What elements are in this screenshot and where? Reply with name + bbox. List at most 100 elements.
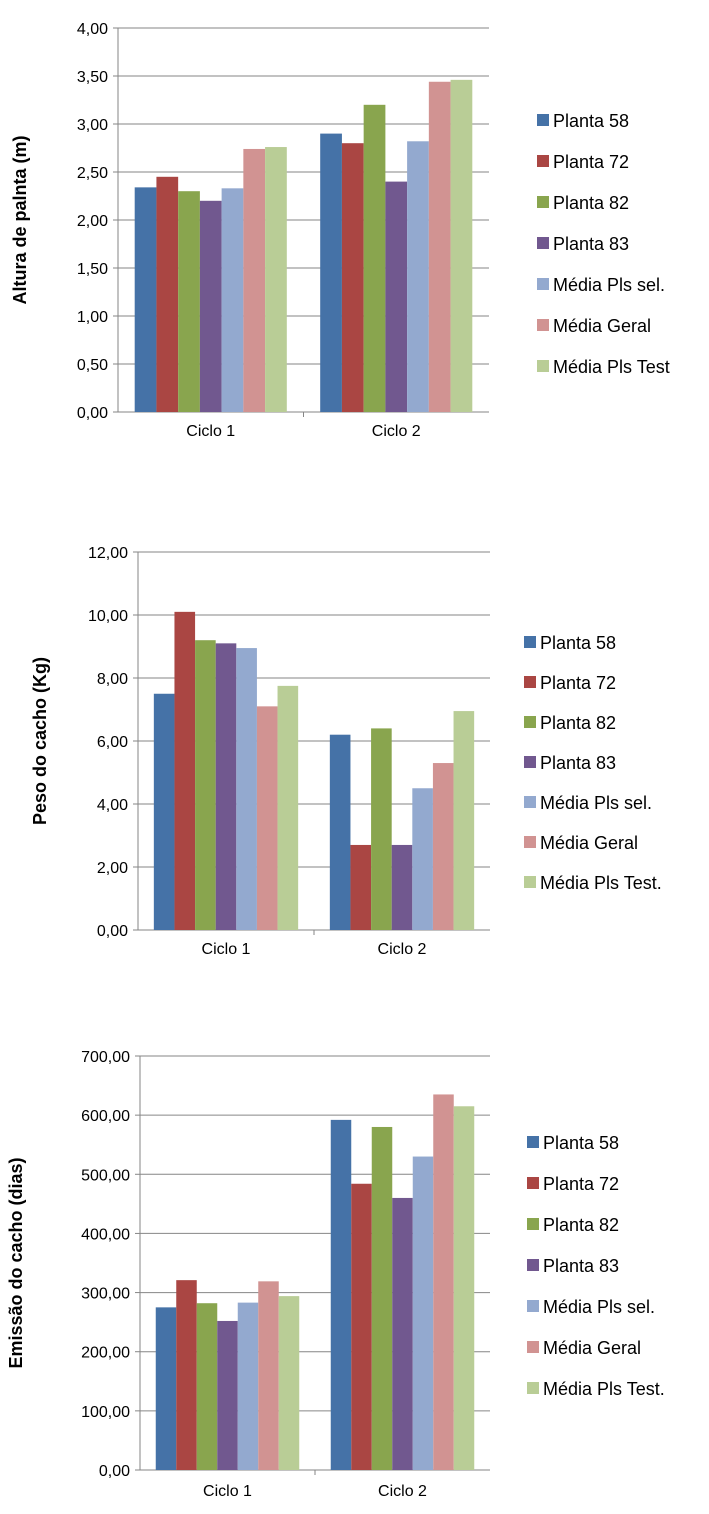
legend-label: Planta 82 bbox=[540, 713, 616, 733]
legend-swatch bbox=[537, 196, 549, 208]
y-tick-label: 2,50 bbox=[77, 165, 108, 182]
x-category-label: Ciclo 2 bbox=[378, 1483, 427, 1500]
bar-m-dia-pls-sel--2 bbox=[412, 788, 433, 930]
bar-planta-83-1 bbox=[199, 200, 222, 412]
legend-swatch bbox=[524, 636, 536, 648]
legend-swatch bbox=[537, 278, 549, 290]
bar-m-dia-pls-sel--1 bbox=[236, 648, 257, 930]
legend-swatch bbox=[527, 1177, 539, 1189]
bar-m-dia-pls-sel--1 bbox=[237, 1302, 259, 1470]
y-tick-label: 3,00 bbox=[77, 117, 108, 134]
legend-label: Planta 72 bbox=[553, 152, 629, 172]
bar-planta-58-2 bbox=[329, 734, 351, 930]
bar-m-dia-pls-test-2 bbox=[450, 79, 473, 412]
legend-label: Média Pls Test bbox=[553, 357, 670, 377]
chart-emissao-cacho: 0,00 100,00 200,00 300,00 400,00 500,00 600,00… bbox=[0, 1030, 709, 1514]
legend-swatch bbox=[527, 1341, 539, 1353]
bar-planta-82-2 bbox=[363, 104, 386, 413]
y-tick-label: 400,00 bbox=[81, 1226, 130, 1243]
legend-swatch bbox=[524, 876, 536, 888]
bar-planta-58-1 bbox=[134, 187, 157, 412]
bar-planta-72-2 bbox=[350, 844, 372, 930]
chart-svg-emissao: 0,00 100,00 200,00 300,00 400,00 500,00 600,00… bbox=[6, 1049, 665, 1500]
bar-m-dia-geral-2 bbox=[428, 81, 451, 412]
bar-m-dia-pls-test--2 bbox=[453, 1106, 475, 1470]
y-tick-label: 10,00 bbox=[88, 608, 128, 625]
legend-swatch bbox=[537, 114, 549, 126]
bar-planta-72-1 bbox=[156, 176, 179, 412]
bar-m-dia-pls-test--1 bbox=[277, 685, 299, 930]
legend-label: Planta 58 bbox=[540, 633, 616, 653]
bar-planta-83-1 bbox=[217, 1320, 238, 1470]
legend-swatch bbox=[527, 1259, 539, 1271]
bar-planta-83-1 bbox=[215, 643, 237, 930]
bar-m-dia-pls-test-1 bbox=[265, 147, 287, 413]
bar-planta-58-2 bbox=[320, 133, 342, 412]
bar-planta-58-1 bbox=[153, 693, 175, 930]
legend-label: Planta 83 bbox=[543, 1256, 619, 1276]
bar-m-dia-pls-sel--2 bbox=[407, 141, 429, 412]
legend-swatch bbox=[524, 796, 536, 808]
legend-swatch bbox=[524, 676, 536, 688]
legend-label: Média Pls sel. bbox=[540, 793, 652, 813]
bar-planta-83-2 bbox=[391, 844, 413, 930]
legend-label: Planta 72 bbox=[543, 1174, 619, 1194]
y-axis-title: Peso do cacho (Kg) bbox=[30, 657, 50, 825]
y-tick-label: 300,00 bbox=[81, 1286, 130, 1303]
legend-swatch bbox=[524, 716, 536, 728]
y-tick-label: 0,50 bbox=[77, 357, 108, 374]
y-axis-title: Emissão do cacho (dias) bbox=[6, 1157, 26, 1368]
legend-swatch bbox=[527, 1382, 539, 1394]
bar-planta-82-2 bbox=[371, 1126, 393, 1470]
bar-planta-83-2 bbox=[392, 1197, 413, 1470]
legend-swatch bbox=[537, 155, 549, 167]
legend: Planta 58 Planta 72 Planta 82 Planta 83 Médi… bbox=[527, 1133, 665, 1399]
legend-swatch bbox=[537, 237, 549, 249]
y-tick-label: 3,50 bbox=[77, 69, 108, 86]
y-tick-label: 4,00 bbox=[97, 797, 128, 814]
chart-svg-peso: 0,00 2,00 4,00 6,00 8,00 10,00 12,00 Ciclo 1 Cic… bbox=[30, 545, 662, 958]
bar-planta-82-1 bbox=[195, 640, 216, 930]
x-category-label: Ciclo 1 bbox=[202, 941, 251, 958]
legend-label: Planta 58 bbox=[553, 111, 629, 131]
bar-planta-72-1 bbox=[176, 1280, 197, 1470]
legend-swatch bbox=[537, 319, 549, 331]
legend: Planta 58 Planta 72 Planta 82 Planta 83 Médi… bbox=[524, 633, 662, 893]
legend-label: Planta 58 bbox=[543, 1133, 619, 1153]
y-tick-label: 1,00 bbox=[77, 309, 108, 326]
bar-m-dia-pls-sel--2 bbox=[412, 1156, 434, 1470]
y-tick-label: 8,00 bbox=[97, 671, 128, 688]
legend-label: Média Pls Test. bbox=[540, 873, 662, 893]
legend-swatch bbox=[527, 1218, 539, 1230]
bar-planta-82-1 bbox=[196, 1303, 218, 1470]
bar-m-dia-pls-test--1 bbox=[278, 1296, 300, 1470]
y-axis-title: Altura de palnta (m) bbox=[10, 135, 30, 304]
legend: Planta 58 Planta 72 Planta 82 Planta 83 Médi… bbox=[537, 111, 670, 377]
bar-m-dia-geral-1 bbox=[256, 706, 278, 930]
bar-planta-72-1 bbox=[174, 611, 196, 930]
bar-m-dia-geral-2 bbox=[432, 763, 454, 930]
x-category-label: Ciclo 1 bbox=[186, 423, 235, 440]
bar-planta-58-1 bbox=[155, 1307, 177, 1470]
legend-label: Planta 83 bbox=[540, 753, 616, 773]
legend-label: Planta 82 bbox=[553, 193, 629, 213]
bar-m-dia-pls-test--2 bbox=[453, 711, 475, 930]
bar-m-dia-geral-1 bbox=[243, 148, 266, 412]
legend-label: Média Pls sel. bbox=[543, 1297, 655, 1317]
legend-swatch bbox=[527, 1300, 539, 1312]
bar-planta-72-2 bbox=[351, 1183, 372, 1470]
y-tick-label: 600,00 bbox=[81, 1108, 130, 1125]
chart-svg-altura: 0,00 0,50 1,00 1,50 2,00 2,50 3,00 3,50 4,00 Cicl… bbox=[10, 21, 670, 440]
legend-label: Média Geral bbox=[553, 316, 651, 336]
y-tick-label: 6,00 bbox=[97, 734, 128, 751]
x-category-label: Ciclo 2 bbox=[378, 941, 427, 958]
y-tick-label: 1,50 bbox=[77, 261, 108, 278]
y-tick-label: 500,00 bbox=[81, 1167, 130, 1184]
legend-swatch bbox=[527, 1136, 539, 1148]
legend-label: Média Pls Test. bbox=[543, 1379, 665, 1399]
legend-label: Planta 72 bbox=[540, 673, 616, 693]
legend-label: Média Geral bbox=[543, 1338, 641, 1358]
y-tick-label: 0,00 bbox=[97, 923, 128, 940]
x-category-label: Ciclo 1 bbox=[203, 1483, 252, 1500]
bar-m-dia-geral-2 bbox=[433, 1094, 454, 1470]
